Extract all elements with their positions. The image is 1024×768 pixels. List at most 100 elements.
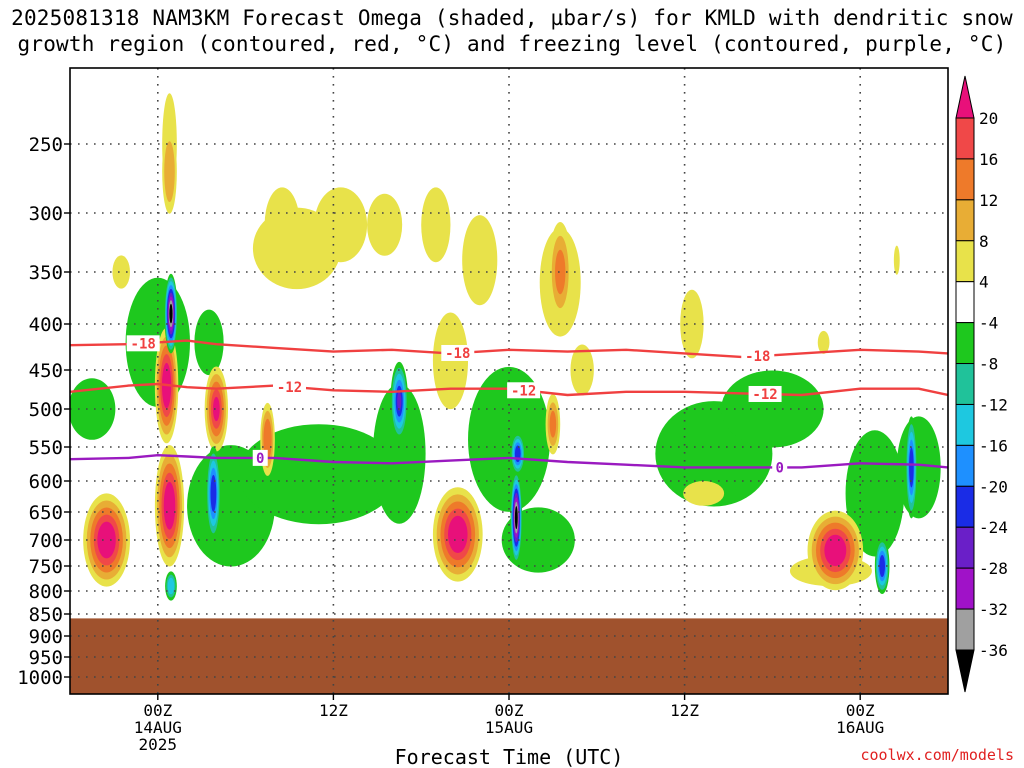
colorbar-top-arrow <box>955 75 975 119</box>
colorbar-label-12: -32 <box>979 600 1008 619</box>
omega-region-yellow-10 <box>893 245 900 275</box>
omega-cell-3-level-9 <box>169 307 172 320</box>
omega-cell-11-level-5 <box>397 391 402 411</box>
omega-cell-2-level-5 <box>165 491 174 521</box>
y-tick-label-450: 450 <box>29 360 63 382</box>
x-tick-label-48-1: 16AUG <box>836 718 884 737</box>
x-tick-label-12-0: 12Z <box>319 701 348 720</box>
x-tick-label-24-0: 00Z <box>495 701 524 720</box>
y-axis-ticks: 2503003504004505005506006507007508008509… <box>17 134 70 689</box>
omega-region-green-4 <box>372 383 426 524</box>
y-tick-label-750: 750 <box>29 556 63 578</box>
y-tick-label-700: 700 <box>29 530 63 552</box>
omega-cell-8-level-3 <box>265 426 271 453</box>
omega-region-yellow-0 <box>112 255 130 289</box>
y-tick-label-850: 850 <box>29 604 63 626</box>
contour-label-dgz_minus12-1: -12 <box>511 383 536 399</box>
y-tick-label-400: 400 <box>29 314 63 336</box>
omega-field <box>70 93 941 601</box>
colorbar-label-1: 16 <box>979 150 998 169</box>
contour-label-bg-freezing_level-1 <box>772 459 788 476</box>
omega-cell-19-level-5 <box>880 559 884 573</box>
y-tick-label-350: 350 <box>29 262 63 284</box>
omega-cell-6-level-4 <box>212 396 220 422</box>
omega-region-green-8 <box>721 370 824 448</box>
x-axis-label: Forecast Time (UTC) <box>395 745 624 768</box>
y-tick-label-1000: 1000 <box>17 667 63 689</box>
omega-cell-14-level-5 <box>516 448 520 459</box>
contour-dgz_minus12 <box>70 382 948 397</box>
x-tick-label-36-0: 12Z <box>670 701 699 720</box>
colorbar-bin-9 <box>955 444 975 487</box>
omega-cell-15-level-2 <box>555 249 566 295</box>
contour-label-bg-dgz_minus18-1 <box>441 344 475 361</box>
chart-title-line-2: growth region (contoured, red, °C) and f… <box>17 32 1007 56</box>
x-tick-label-0-2: 2025 <box>139 735 178 754</box>
colorbar-bin-11 <box>955 526 975 569</box>
watermark: coolwx.com/models <box>860 746 1014 764</box>
colorbar-label-5: -4 <box>979 314 998 333</box>
omega-cell-9-level-1 <box>271 201 293 248</box>
omega-cell-4-level-2 <box>166 152 173 191</box>
omega-region-yellow-7 <box>680 289 704 359</box>
omega-region-yellow-3 <box>367 193 403 256</box>
colorbar-bin-8 <box>955 403 975 446</box>
x-tick-label-48-0: 00Z <box>846 701 875 720</box>
colorbar-bin-10 <box>955 485 975 528</box>
contour-dgz_minus18 <box>70 339 948 359</box>
contour-label-bg-freezing_level-0 <box>252 449 268 466</box>
colorbar-label-6: -8 <box>979 355 998 374</box>
omega-cell-20-level-5 <box>909 455 913 480</box>
colorbar-bin-3 <box>955 199 975 242</box>
contour-label-dgz_minus18-2: -18 <box>745 349 770 365</box>
ground-fill <box>70 618 948 694</box>
colorbar-bin-4 <box>955 240 975 283</box>
omega-cell-7-level-5 <box>211 482 216 505</box>
contour-label-bg-dgz_minus18-2 <box>741 348 775 365</box>
contour-label-bg-dgz_minus12-1 <box>507 382 541 399</box>
omega-cell-10-level-1 <box>324 201 357 248</box>
omega-cell-12-level-5 <box>451 522 464 546</box>
contour-label-dgz_minus18-0: -18 <box>131 336 156 352</box>
colorbar-bin-5 <box>955 281 975 324</box>
omega-region-green-5 <box>468 366 550 512</box>
colorbar-label-4: 4 <box>979 273 989 292</box>
colorbar-legend: 20 16 12 8 4 -4 -8 -12 -16 -20 -24 -28 -32 -36 <box>955 75 1008 693</box>
y-tick-label-500: 500 <box>29 399 63 421</box>
colorbar-label-8: -16 <box>979 436 1008 455</box>
contour-label-bg-dgz_minus18-0 <box>126 335 160 352</box>
y-tick-label-550: 550 <box>29 437 63 459</box>
y-tick-label-300: 300 <box>29 203 63 225</box>
omega-region-yellow-8 <box>683 481 725 506</box>
colorbar-bin-13 <box>955 608 975 651</box>
contour-label-freezing_level-0: 0 <box>256 451 264 467</box>
colorbar-bin-2 <box>955 158 975 201</box>
colorbar-label-2: 12 <box>979 191 998 210</box>
contour-label-freezing_level-1: 0 <box>775 460 783 476</box>
contour-label-dgz_minus18-1: -18 <box>445 346 470 362</box>
y-tick-label-900: 900 <box>29 626 63 648</box>
omega-cell-16-level-2 <box>549 410 557 438</box>
colorbar-bin-7 <box>955 363 975 405</box>
colorbar-label-0: 20 <box>979 109 998 128</box>
contour-label-dgz_minus12-2: -12 <box>752 387 777 403</box>
colorbar-label-9: -20 <box>979 477 1008 496</box>
ground-layer <box>70 618 948 694</box>
x-tick-label-24-1: 15AUG <box>485 718 533 737</box>
grid-lines <box>70 68 948 694</box>
y-tick-label-250: 250 <box>29 134 63 156</box>
contour-freezing_level <box>70 454 948 469</box>
omega-region-yellow-4 <box>421 187 451 263</box>
colorbar-bin-1 <box>955 117 975 160</box>
omega-region-green-0 <box>70 378 116 440</box>
y-tick-label-600: 600 <box>29 471 63 493</box>
omega-region-green-3 <box>238 424 400 525</box>
y-tick-label-800: 800 <box>29 581 63 603</box>
colorbar-label-11: -28 <box>979 559 1008 578</box>
colorbar-label-7: -12 <box>979 395 1008 414</box>
x-tick-label-0-0: 00Z <box>143 701 172 720</box>
omega-cell-5-level-3 <box>168 580 174 592</box>
omega-region-yellow-5 <box>462 215 498 306</box>
